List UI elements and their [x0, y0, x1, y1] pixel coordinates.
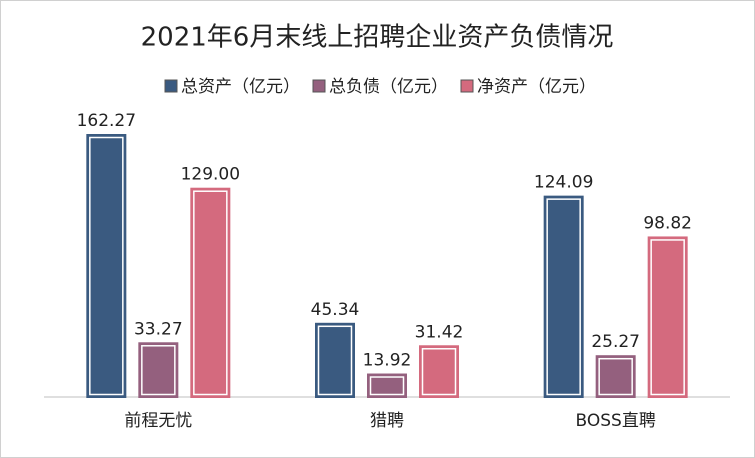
x-tick-label: BOSS直聘 — [576, 411, 656, 431]
bar-highlight — [141, 345, 176, 396]
data-label: 13.92 — [363, 351, 412, 371]
legend-swatch — [460, 79, 474, 93]
bar-highlight — [546, 198, 581, 396]
data-label: 25.27 — [591, 332, 640, 352]
bar-highlight — [650, 239, 685, 396]
data-label: 33.27 — [134, 319, 183, 339]
legend-label: 总负债（亿元） — [329, 77, 448, 97]
data-label: 45.34 — [311, 300, 360, 320]
bar-highlight — [369, 376, 405, 396]
legend-label: 净资产（亿元） — [477, 77, 596, 97]
bar-highlight — [317, 325, 353, 396]
bar-highlight — [421, 348, 457, 396]
bar — [367, 373, 407, 399]
bar-highlight — [598, 357, 633, 396]
data-label: 124.09 — [534, 173, 593, 193]
bar — [543, 195, 584, 398]
data-label: 162.27 — [77, 111, 136, 131]
bar — [138, 342, 179, 399]
data-label: 31.42 — [415, 322, 464, 342]
legend-label: 总资产（亿元） — [181, 77, 300, 97]
data-label: 129.00 — [181, 165, 240, 185]
data-label: 98.82 — [643, 213, 692, 233]
legend-swatch — [164, 79, 178, 93]
x-tick-label: 前程无忧 — [124, 411, 192, 431]
bar-highlight — [193, 190, 228, 396]
bar — [86, 134, 127, 398]
legend-swatch — [312, 79, 326, 93]
bar — [190, 187, 231, 398]
bar — [419, 345, 459, 399]
x-tick-label: 猎聘 — [370, 411, 404, 431]
chart-title: 2021年6月末线上招聘企业资产负债情况 — [141, 23, 614, 53]
bar — [315, 322, 355, 398]
bar-highlight — [89, 136, 124, 396]
bar — [595, 355, 636, 399]
bar — [647, 236, 688, 398]
